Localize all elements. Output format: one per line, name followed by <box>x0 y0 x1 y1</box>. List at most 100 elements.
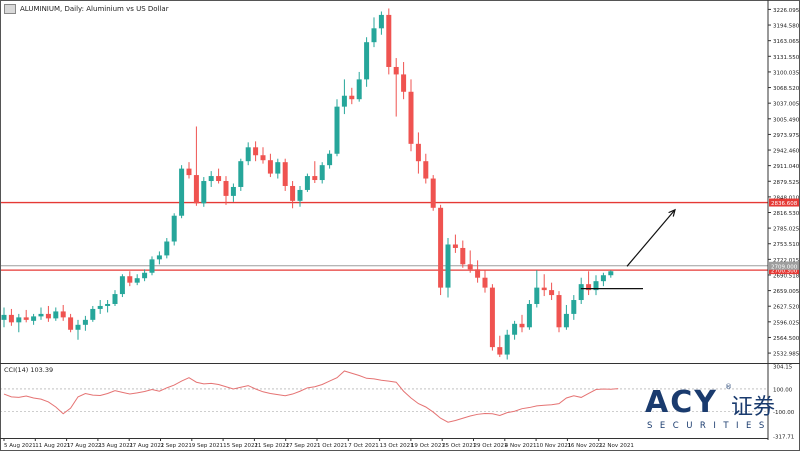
candle-body <box>245 147 251 162</box>
date-tick-label: 9 Sep 2021 <box>192 443 223 449</box>
candle-body <box>438 207 444 288</box>
level-price-tag <box>769 198 799 207</box>
logo-registered-mark: ® <box>725 383 732 391</box>
acy-logo: ACY ® 证券 SECURITIES <box>645 383 785 433</box>
date-tick-label: 21 Sep 2021 <box>254 443 289 449</box>
candle-body <box>423 161 429 179</box>
candle-body <box>563 313 569 328</box>
candle-body <box>608 271 614 276</box>
price-tick-label: 2596.025 <box>773 320 800 326</box>
price-tick-label: 2942.460 <box>773 149 800 155</box>
candle-body <box>393 66 399 75</box>
price-tick-label: 2911.040 <box>773 164 800 170</box>
date-tick-label: 27 Aug 2021 <box>129 443 164 449</box>
candle-body <box>253 147 259 156</box>
price-tick-label: 2973.975 <box>773 133 800 139</box>
candle-body <box>460 247 466 265</box>
price-tick-label: 3100.035 <box>773 70 800 76</box>
candle-body <box>68 317 74 330</box>
chart-title-bar: ALUMINIUM, Daily: Aluminium vs US Dollar <box>4 3 169 15</box>
candle-body <box>334 106 340 154</box>
candle-body <box>497 347 503 355</box>
candle-body <box>482 277 488 288</box>
price-pane <box>0 8 768 360</box>
candle-body <box>327 153 333 166</box>
price-tick-label: 2879.525 <box>773 180 800 186</box>
cci-line <box>3 370 619 423</box>
candle-body <box>38 313 44 317</box>
date-tick-label: 7 Oct 2021 <box>348 443 379 449</box>
date-tick-label: 1 Oct 2021 <box>317 443 348 449</box>
date-tick-label: 10 Nov 2021 <box>536 443 571 449</box>
candle-body <box>193 175 199 204</box>
date-tick-label: 22 Nov 2021 <box>599 443 634 449</box>
candle-body <box>541 287 547 291</box>
candle-body <box>297 189 303 201</box>
price-tick-label: 3163.065 <box>773 39 800 45</box>
candle-body <box>312 176 318 181</box>
candle-body <box>23 317 29 320</box>
candle-body <box>526 303 532 328</box>
logo-sub-text: SECURITIES <box>647 421 772 431</box>
cci-tick-label: -317.71 <box>773 435 794 441</box>
candle-body <box>127 276 133 283</box>
price-tick-label: 2564.500 <box>773 336 800 342</box>
price-tick-label: 2785.025 <box>773 227 800 233</box>
candle-body <box>467 264 473 270</box>
date-tick-label: 27 Sep 2021 <box>286 443 321 449</box>
candle-body <box>186 168 192 176</box>
date-tick-label: 19 Oct 2021 <box>411 443 445 449</box>
candle-body <box>238 161 244 187</box>
price-tick-label: 2532.985 <box>773 352 800 358</box>
price-tick-label: 3194.580 <box>773 24 800 30</box>
candle-body <box>519 323 525 328</box>
price-tick-label: 2659.005 <box>773 289 800 295</box>
level-price-tag <box>769 266 799 275</box>
cci-pane <box>0 370 768 423</box>
date-tick-label: 23 Aug 2021 <box>98 443 133 449</box>
candle-body <box>600 275 606 282</box>
date-tick-label: 16 Nov 2021 <box>567 443 602 449</box>
candle-body <box>134 278 140 283</box>
candle-body <box>304 176 310 190</box>
price-tick-label: 3226.095 <box>773 8 800 14</box>
candle-body <box>216 176 222 182</box>
level-price-label: 2709.000 <box>771 264 798 270</box>
candle-body <box>179 168 185 216</box>
candle-body <box>556 295 562 328</box>
date-tick-label: 5 Aug 2021 <box>4 443 36 449</box>
candle-body <box>275 162 281 174</box>
cci-indicator-label: CCI(14) 103.39 <box>4 366 54 374</box>
candle-body <box>586 284 592 291</box>
candle-body <box>445 244 451 288</box>
date-tick-label: 2 Sep 2021 <box>161 443 192 449</box>
candle-body <box>290 185 296 201</box>
candle-body <box>578 284 584 301</box>
level-price-label: 2700.300 <box>771 269 798 275</box>
date-tick-label: 29 Oct 2021 <box>474 443 508 449</box>
candle-body <box>489 287 495 348</box>
candle-body <box>512 323 518 335</box>
candle-body <box>230 186 236 196</box>
date-tick-label: 15 Sep 2021 <box>223 443 258 449</box>
candle-body <box>430 178 436 208</box>
candle-body <box>549 290 555 296</box>
annotation-arrow-line <box>626 209 676 267</box>
chart-symbol-icon <box>4 4 16 14</box>
candle-body <box>208 176 214 182</box>
candle-body <box>452 244 458 248</box>
candle-body <box>475 269 481 278</box>
candle-body <box>364 42 370 80</box>
cci-tick-label: 304.15 <box>773 365 793 371</box>
candle-body <box>90 308 96 320</box>
candle-body <box>112 294 118 304</box>
candle-body <box>378 14 384 29</box>
price-tick-label: 3068.520 <box>773 86 800 92</box>
candle-body <box>319 165 325 181</box>
candle-body <box>571 300 577 314</box>
price-tick-label: 3005.490 <box>773 117 800 123</box>
candle-body <box>171 215 177 242</box>
